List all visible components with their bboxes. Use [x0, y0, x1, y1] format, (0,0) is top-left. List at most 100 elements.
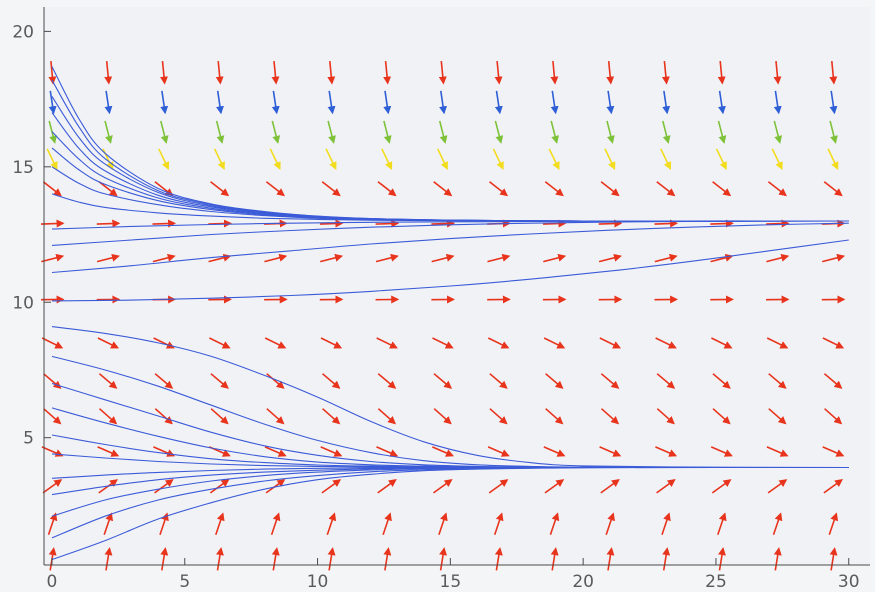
field-arrow: [48, 120, 57, 144]
field-arrow: [327, 120, 336, 144]
field-arrow: [376, 337, 398, 349]
field-arrow: [494, 547, 503, 571]
field-arrow: [489, 373, 508, 389]
field-arrow: [493, 512, 504, 536]
field-arrow: [104, 120, 113, 144]
field-arrow: [265, 181, 285, 197]
field-arrow: [42, 479, 63, 494]
field-arrow: [550, 90, 559, 115]
field-arrow: [606, 61, 615, 85]
vector-field-arrows: [40, 61, 846, 571]
field-arrow: [266, 408, 285, 425]
field-arrow: [97, 446, 120, 457]
field-arrow: [829, 90, 838, 115]
field-arrow: [710, 219, 734, 228]
field-arrow: [494, 120, 504, 144]
field-arrow: [492, 148, 504, 171]
field-arrow: [320, 337, 343, 349]
field-arrow: [264, 253, 288, 263]
field-arrow: [600, 479, 620, 494]
field-arrow: [439, 90, 448, 115]
field-arrow: [438, 512, 448, 536]
trajectory-curves: [51, 66, 849, 561]
field-arrow: [549, 512, 560, 536]
field-arrow: [543, 253, 567, 263]
field-arrow: [487, 337, 510, 349]
x-tick-label: 25: [705, 572, 727, 592]
field-arrow: [104, 61, 113, 85]
field-arrow: [431, 253, 455, 263]
field-arrow: [375, 253, 399, 263]
field-arrow: [768, 408, 787, 425]
trajectory-line: [51, 355, 849, 469]
field-arrow: [543, 337, 566, 349]
field-arrow: [326, 512, 337, 536]
field-arrow: [768, 373, 787, 389]
field-arrow: [550, 120, 559, 144]
field-arrow: [717, 90, 726, 115]
field-arrow: [715, 148, 727, 171]
field-arrow: [96, 219, 121, 228]
field-arrow: [711, 337, 733, 349]
field-arrow: [489, 181, 509, 197]
field-arrow: [266, 373, 285, 389]
trajectory-line: [51, 239, 849, 302]
field-arrow: [606, 547, 615, 571]
field-arrow: [321, 181, 341, 197]
field-arrow: [96, 253, 120, 263]
field-arrow: [264, 446, 287, 457]
field-arrow: [433, 479, 453, 494]
field-arrow: [494, 90, 503, 115]
field-arrow: [213, 148, 225, 171]
field-arrow: [654, 219, 679, 228]
field-arrow: [382, 512, 392, 536]
x-tick-label: 20: [572, 572, 594, 592]
field-arrow: [600, 181, 620, 197]
x-tick-label: 5: [179, 572, 190, 592]
x-tick-label: 10: [307, 572, 329, 592]
field-arrow: [98, 181, 118, 197]
field-arrow: [550, 547, 559, 571]
field-arrow: [208, 253, 232, 263]
field-arrow: [543, 446, 566, 457]
field-arrow: [98, 373, 118, 389]
field-arrow: [438, 61, 447, 85]
field-arrow: [712, 373, 731, 389]
trajectory-line: [51, 222, 849, 274]
field-arrow: [377, 181, 397, 197]
field-arrow: [488, 479, 509, 494]
field-arrow: [717, 120, 727, 144]
y-axis-ticks: 5 10 15 20: [12, 22, 51, 449]
field-arrow: [656, 373, 676, 389]
trajectory-line: [51, 66, 849, 222]
y-tick-label: 5: [23, 429, 34, 449]
field-arrow: [766, 446, 789, 457]
field-arrow: [433, 373, 453, 389]
field-arrow: [209, 479, 230, 494]
field-arrow: [154, 408, 173, 425]
field-arrow: [376, 446, 399, 457]
field-arrow: [160, 90, 169, 115]
field-arrow: [215, 120, 225, 144]
field-arrow: [383, 120, 392, 144]
field-arrow: [433, 408, 452, 425]
field-arrow: [271, 61, 280, 85]
field-arrow: [710, 446, 733, 457]
field-arrow: [487, 253, 511, 263]
field-arrow: [327, 61, 336, 85]
x-axis-ticks: 0 5 10 15 20 25 30: [47, 558, 860, 592]
field-arrow: [40, 219, 65, 228]
field-arrow: [487, 446, 510, 457]
field-arrow: [160, 120, 169, 144]
field-arrow: [605, 512, 615, 536]
field-arrow: [97, 337, 120, 349]
x-tick-label: 30: [838, 572, 860, 592]
field-arrow: [600, 373, 620, 389]
field-arrow: [215, 61, 224, 85]
field-arrow: [606, 90, 615, 115]
field-arrow: [766, 337, 789, 349]
field-arrow: [320, 446, 343, 457]
field-arrow: [662, 547, 671, 571]
field-arrow: [375, 219, 400, 228]
field-arrow: [718, 547, 726, 571]
